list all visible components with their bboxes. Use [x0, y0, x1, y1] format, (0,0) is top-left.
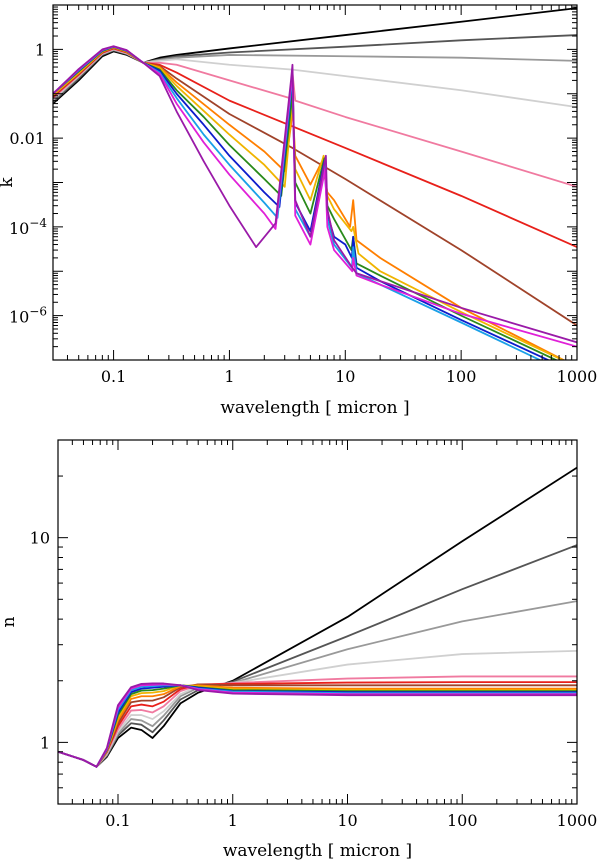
x-tick-label: 1 — [228, 811, 238, 830]
series-group — [58, 466, 577, 768]
x-tick-label: 1 — [224, 367, 234, 386]
series-line-1 — [58, 544, 577, 768]
x-tick-label: 0.1 — [105, 811, 130, 830]
series-line-13 — [58, 682, 577, 768]
x-tick-label: 10 — [337, 811, 357, 830]
x-tick-label: 100 — [447, 811, 478, 830]
series-line-13 — [53, 45, 577, 344]
plot-frame — [57, 439, 578, 805]
y-tick-label: 10−4 — [9, 216, 47, 238]
x-axis-label: wavelength [ micron ] — [220, 398, 409, 418]
series-line-7 — [58, 684, 577, 768]
series-line-4 — [53, 48, 577, 188]
series-line-2 — [58, 600, 577, 768]
y-axis-label: n — [0, 616, 19, 627]
x-tick-label: 0.1 — [101, 367, 126, 386]
y-tick-label: 10−6 — [9, 305, 47, 327]
x-tick-label: 10 — [335, 367, 355, 386]
k-panel: 0.1 1 10 100 1000 1 0.01 10−4 10−6 wavelength [ m… — [0, 4, 598, 418]
x-axis-label: wavelength [ micron ] — [223, 841, 412, 861]
series-line-1 — [53, 34, 577, 103]
x-tick-label: 100 — [446, 367, 477, 386]
y-tick-label: 0.01 — [9, 129, 45, 148]
series-line-12 — [58, 683, 577, 768]
series-line-0 — [58, 466, 577, 768]
y-axis-label: k — [0, 177, 17, 188]
y-tick-label: 1 — [35, 40, 45, 59]
y-tick-label: 10 — [30, 529, 50, 548]
x-tick-label: 1000 — [557, 811, 598, 830]
y-tick-label: 1 — [40, 733, 50, 752]
n-panel: 0.1 1 10 100 1000 10 1 wavelength [ micron ] n — [0, 439, 598, 861]
x-tick-label: 1000 — [557, 367, 598, 386]
series-line-6 — [58, 683, 577, 768]
series-group — [53, 7, 577, 360]
series-line-3 — [58, 649, 577, 768]
